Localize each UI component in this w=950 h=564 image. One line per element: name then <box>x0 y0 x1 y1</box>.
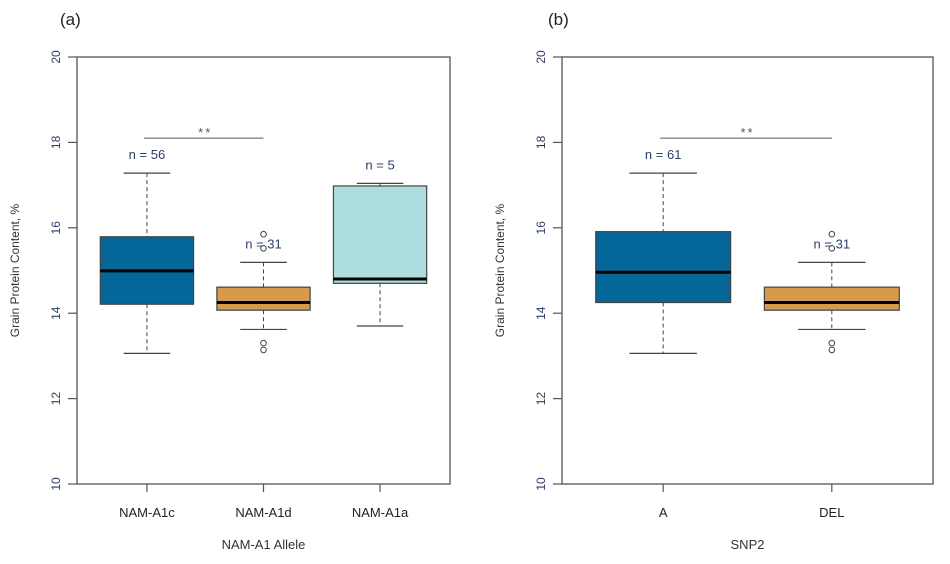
panel-label: (b) <box>548 10 569 29</box>
y-tick-label: 18 <box>534 135 548 149</box>
outlier-point <box>260 339 267 347</box>
y-tick-label: 20 <box>49 50 63 64</box>
outlier-point <box>828 230 836 238</box>
box-nam-a1a: n = 5 NAM-A1a <box>332 157 428 520</box>
n-label: n = 56 <box>129 147 166 162</box>
box-del: n = 31 DEL <box>763 230 900 520</box>
y-tick-label: 12 <box>534 392 548 406</box>
iqr-box <box>216 286 311 311</box>
panel-b: (b) 10 12 14 16 18 20 Grain Protein Content, % S… <box>493 10 934 552</box>
n-label: n = 31 <box>814 236 851 251</box>
significance-label: ** <box>740 125 754 140</box>
x-tick-label: NAM-A1d <box>235 505 291 520</box>
y-tick-label: 16 <box>534 221 548 235</box>
iqr-box <box>763 286 900 311</box>
outlier-point <box>260 346 267 354</box>
y-axis-title: Grain Protein Content, % <box>493 203 507 337</box>
y-tick-label: 10 <box>534 477 548 491</box>
outlier-point <box>260 230 267 238</box>
y-tick-label: 14 <box>49 306 63 320</box>
n-label: n = 5 <box>365 157 394 172</box>
outlier-point <box>828 346 836 354</box>
y-axis-title: Grain Protein Content, % <box>8 203 22 337</box>
significance-label: ** <box>198 125 212 140</box>
y-tick-label: 12 <box>49 392 63 406</box>
outlier-point <box>828 339 836 347</box>
x-tick-label: NAM-A1c <box>119 505 175 520</box>
y-tick-label: 10 <box>49 477 63 491</box>
iqr-box <box>595 231 732 304</box>
y-tick-label: 14 <box>534 306 548 320</box>
box-a: n = 61 A <box>595 147 732 520</box>
y-tick-label: 20 <box>534 50 548 64</box>
x-tick-label: NAM-A1a <box>352 505 409 520</box>
x-tick-label: DEL <box>819 505 844 520</box>
x-axis-title: SNP2 <box>731 537 765 552</box>
x-axis-title: NAM-A1 Allele <box>222 537 306 552</box>
iqr-box <box>332 185 428 284</box>
panel-label: (a) <box>60 10 81 29</box>
box-nam-a1d: n = 31 NAM-A1d <box>216 230 311 520</box>
outlier-point <box>260 244 267 252</box>
n-label: n = 61 <box>645 147 682 162</box>
y-tick-label: 16 <box>49 221 63 235</box>
box-nam-a1c: n = 56 NAM-A1c <box>99 147 195 520</box>
plot-frame <box>561 56 934 485</box>
n-label: n = 31 <box>245 236 282 251</box>
x-tick-label: A <box>659 505 668 520</box>
panel-a: (a) 10 12 14 16 18 20 Grain Protein Content, % N… <box>8 10 451 552</box>
outlier-point <box>828 244 836 252</box>
y-tick-label: 18 <box>49 135 63 149</box>
